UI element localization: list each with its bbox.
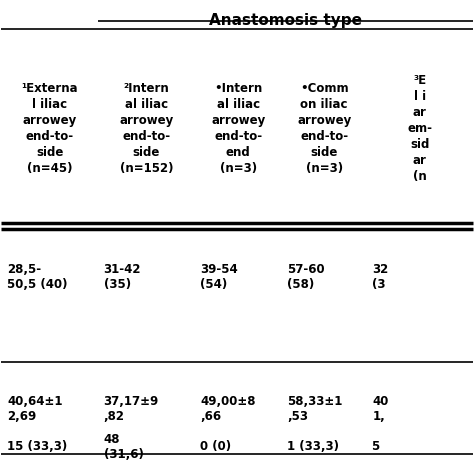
Text: 49,00±8
,66: 49,00±8 ,66 bbox=[200, 395, 256, 423]
Text: ³E
l i
ar
em-
sid
ar
(n: ³E l i ar em- sid ar (n bbox=[407, 74, 432, 183]
Text: 39-54
(54): 39-54 (54) bbox=[200, 263, 238, 291]
Text: 1 (33,3): 1 (33,3) bbox=[287, 440, 339, 453]
Text: 31-42
(35): 31-42 (35) bbox=[104, 263, 141, 291]
Text: •Intern
al iliac
arrowey
end-to-
end
(n=3): •Intern al iliac arrowey end-to- end (n=… bbox=[211, 82, 265, 175]
Text: 15 (33,3): 15 (33,3) bbox=[7, 440, 67, 453]
Text: Anastomosis type: Anastomosis type bbox=[209, 13, 362, 27]
Text: 40
1,: 40 1, bbox=[372, 395, 389, 423]
Text: 48
(31,6): 48 (31,6) bbox=[104, 433, 144, 461]
Text: 32
(3: 32 (3 bbox=[372, 263, 389, 291]
Text: 0 (0): 0 (0) bbox=[200, 440, 231, 453]
Text: ²Intern
al iliac
arrowey
end-to-
side
(n=152): ²Intern al iliac arrowey end-to- side (n… bbox=[119, 82, 173, 175]
Text: •Comm
on iliac
arrowey
end-to-
side
(n=3): •Comm on iliac arrowey end-to- side (n=3… bbox=[297, 82, 351, 175]
Text: 57-60
(58): 57-60 (58) bbox=[287, 263, 325, 291]
Text: ¹Externa
l iliac
arrowey
end-to-
side
(n=45): ¹Externa l iliac arrowey end-to- side (n… bbox=[21, 82, 78, 175]
Text: 58,33±1
,53: 58,33±1 ,53 bbox=[287, 395, 343, 423]
Text: 37,17±9
,82: 37,17±9 ,82 bbox=[104, 395, 159, 423]
Text: 40,64±1
2,69: 40,64±1 2,69 bbox=[7, 395, 63, 423]
Text: 28,5-
50,5 (40): 28,5- 50,5 (40) bbox=[7, 263, 67, 291]
Text: 5: 5 bbox=[372, 440, 384, 453]
